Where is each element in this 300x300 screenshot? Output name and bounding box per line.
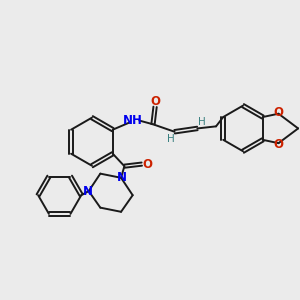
Text: H: H <box>198 117 206 127</box>
Text: N: N <box>83 184 93 198</box>
Text: O: O <box>274 106 284 119</box>
Text: O: O <box>142 158 152 171</box>
Text: O: O <box>274 138 284 151</box>
Text: O: O <box>150 94 160 108</box>
Text: H: H <box>167 134 175 144</box>
Text: NH: NH <box>123 114 143 127</box>
Text: N: N <box>116 171 127 184</box>
